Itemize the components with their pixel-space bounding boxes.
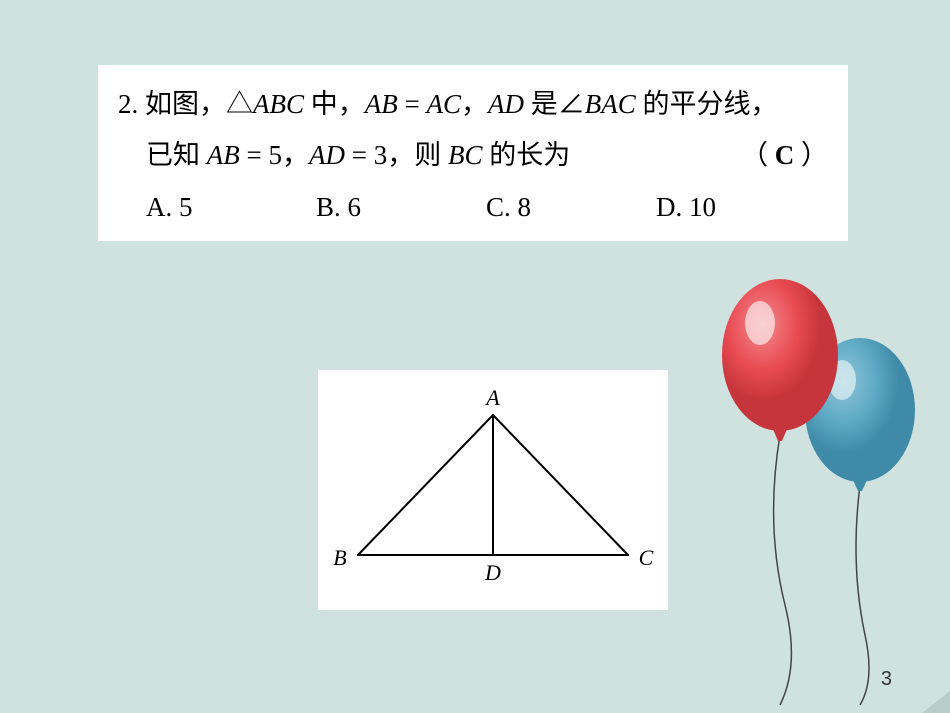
page-corner-fold bbox=[922, 691, 950, 713]
balloons-decoration bbox=[700, 275, 920, 705]
option-a: A. 5 bbox=[146, 192, 316, 223]
svg-text:A: A bbox=[484, 385, 500, 410]
triangle-svg: A B C D bbox=[318, 370, 668, 610]
balloons-svg bbox=[700, 275, 920, 705]
page-number: 3 bbox=[881, 668, 892, 691]
option-d: D. 10 bbox=[656, 192, 826, 223]
options-row: A. 5 B. 6 C. 8 D. 10 bbox=[118, 192, 828, 223]
q-number: 2. bbox=[118, 89, 138, 119]
option-c: C. 8 bbox=[486, 192, 656, 223]
svg-text:D: D bbox=[484, 560, 501, 585]
answer-paren: （ C ） bbox=[731, 130, 828, 181]
triangle-figure: A B C D bbox=[318, 370, 668, 610]
question-line-1: 2. 如图，△ABC 中，AB = AC，AD 是∠BAC 的平分线， bbox=[118, 79, 828, 130]
option-b: B. 6 bbox=[316, 192, 486, 223]
question-text: 2. 如图，△ABC 中，AB = AC，AD 是∠BAC 的平分线， 已知 A… bbox=[118, 79, 828, 182]
svg-text:C: C bbox=[639, 545, 654, 570]
question-box: 2. 如图，△ABC 中，AB = AC，AD 是∠BAC 的平分线， 已知 A… bbox=[98, 65, 848, 241]
answer-letter: C bbox=[775, 140, 795, 170]
question-line-2: 已知 AB = 5，AD = 3，则 BC 的长为 （ C ） bbox=[118, 130, 828, 181]
svg-text:B: B bbox=[333, 545, 346, 570]
